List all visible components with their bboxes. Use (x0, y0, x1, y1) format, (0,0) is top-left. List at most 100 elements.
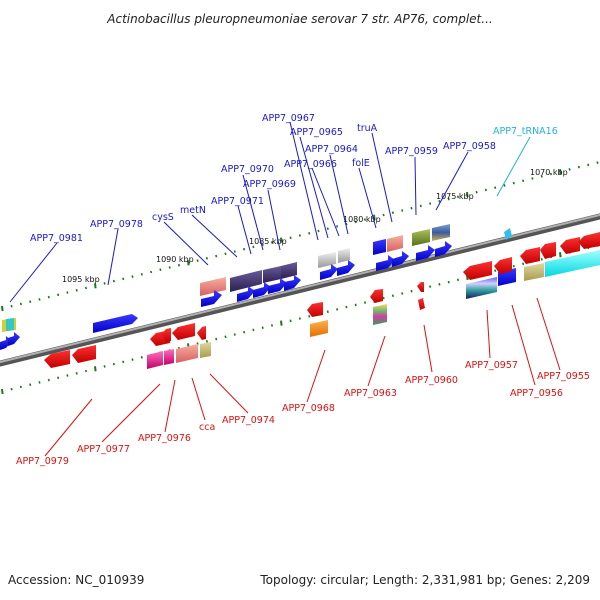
gene-label-app7-0976[interactable]: APP7_0976 (138, 433, 191, 444)
scale-tick (75, 371, 78, 375)
gene-label-cca[interactable]: cca (199, 422, 215, 433)
scale-tick (177, 263, 181, 267)
gene-label-app7-0970[interactable]: APP7_0970 (221, 164, 274, 175)
scale-tick (112, 279, 115, 283)
scale-tick (336, 225, 339, 228)
scale-tick (438, 199, 441, 203)
forward-strand-genes[interactable] (0, 224, 600, 350)
scale-tick (522, 179, 525, 183)
scale-tick (540, 257, 543, 261)
scale-tick (122, 277, 125, 281)
scale-tick (233, 333, 236, 336)
scale-tick (549, 172, 553, 176)
scale-tick (103, 282, 106, 285)
scale-tick (94, 283, 97, 289)
gene-label-metn[interactable]: metN (180, 205, 206, 216)
scale-tick (466, 191, 469, 198)
scale-tick (29, 383, 32, 387)
gene-label-app7-0967[interactable]: APP7_0967 (262, 113, 315, 124)
gene-label-app7-0966[interactable]: APP7_0966 (284, 159, 337, 170)
scale-tick (1, 388, 4, 395)
map-title: Actinobacillus pleuropneumoniae serovar … (106, 12, 492, 26)
scale-tick (326, 227, 329, 231)
scale-tick (317, 229, 320, 233)
gene-label-app7-0956[interactable]: APP7_0956 (510, 388, 563, 399)
scale-tick (122, 360, 125, 364)
gene-label-app7-0969[interactable]: APP7_0969 (243, 179, 296, 190)
scale-tick (438, 282, 441, 286)
scale-label-1090: 1090 kbp (156, 255, 194, 264)
scale-tick (577, 165, 580, 169)
scale-tick (363, 218, 367, 221)
scale-tick (57, 293, 60, 297)
scale-tick (410, 206, 413, 210)
scale-tick (382, 213, 385, 217)
gene-label-app7-0974[interactable]: APP7_0974 (222, 415, 275, 426)
scale-tick (243, 330, 246, 334)
scale-tick (298, 317, 301, 320)
scale-tick (94, 366, 97, 372)
gene-label-app7-0977[interactable]: APP7_0977 (77, 444, 130, 455)
gene-label-app7-0959[interactable]: APP7_0959 (385, 146, 438, 157)
scale-tick (140, 272, 143, 276)
leader-lines (9, 121, 561, 457)
gene-label-app7-0964[interactable]: APP7_0964 (305, 144, 358, 155)
scale-tick (363, 301, 367, 304)
scale-label-1070: 1070 kbp (530, 168, 568, 177)
gene-label-app7-0978[interactable]: APP7_0978 (90, 219, 143, 230)
scale-tick (354, 303, 357, 307)
scale-tick (289, 236, 292, 240)
scale-tick (261, 243, 264, 247)
scale-tick (103, 365, 106, 368)
reverse-strand-genes[interactable] (44, 232, 600, 369)
gene-label-fole[interactable]: folE (352, 158, 370, 169)
scale-tick (568, 168, 571, 171)
gene-label-app7-0971[interactable]: APP7_0971 (211, 196, 264, 207)
scale-tick (47, 295, 50, 299)
scale-tick (456, 278, 460, 282)
scale-tick (429, 202, 432, 205)
scale-tick (75, 288, 78, 292)
gene-label-app7-0981[interactable]: APP7_0981 (30, 233, 83, 244)
scale-tick (494, 186, 497, 190)
gene-label-app7-0963[interactable]: APP7_0963 (344, 388, 397, 399)
scale-tick (270, 324, 274, 327)
scale-tick (29, 300, 32, 304)
scale-tick (391, 211, 394, 215)
scale-tick (243, 247, 246, 251)
scale-tick (38, 381, 41, 384)
scale-tick (10, 387, 13, 391)
scale-tick (494, 269, 497, 273)
gene-label-trua[interactable]: truA (357, 123, 378, 134)
scale-tick (419, 204, 422, 208)
gene-label-app7-trna16[interactable]: APP7_tRNA16 (493, 126, 558, 137)
scale-tick (150, 270, 153, 274)
gene-label-app7-0968[interactable]: APP7_0968 (282, 403, 335, 414)
gene-label-cyss[interactable]: cysS (152, 212, 174, 223)
scale-tick (84, 369, 88, 373)
scale-tick (354, 220, 357, 224)
scale-tick (10, 304, 13, 308)
scale-tick (205, 256, 208, 260)
scale-tick (66, 291, 69, 294)
gene-label-app7-0957[interactable]: APP7_0957 (465, 360, 518, 371)
topology-text: Topology: circular; Length: 2,331,981 bp… (260, 573, 590, 587)
scale-tick (456, 195, 460, 199)
gene-label-app7-0979[interactable]: APP7_0979 (16, 456, 69, 467)
scale-tick (215, 254, 218, 258)
scale-tick (345, 305, 348, 309)
scale-tick (512, 264, 515, 268)
scale-label-1080: 1080 kbp (343, 215, 381, 224)
gene-label-app7-0955[interactable]: APP7_0955 (537, 371, 590, 382)
gene-label-app7-0958[interactable]: APP7_0958 (443, 141, 496, 152)
scale-tick (187, 260, 190, 266)
gene-label-app7-0965[interactable]: APP7_0965 (290, 127, 343, 138)
gene-label-app7-0960[interactable]: APP7_0960 (405, 375, 458, 386)
scale-tick (587, 163, 590, 167)
scale-tick (345, 222, 348, 226)
scale-tick (596, 161, 599, 164)
scale-label-1085: 1085 kbp (249, 237, 287, 246)
scale-tick (373, 214, 376, 220)
scale-tick (475, 190, 478, 194)
